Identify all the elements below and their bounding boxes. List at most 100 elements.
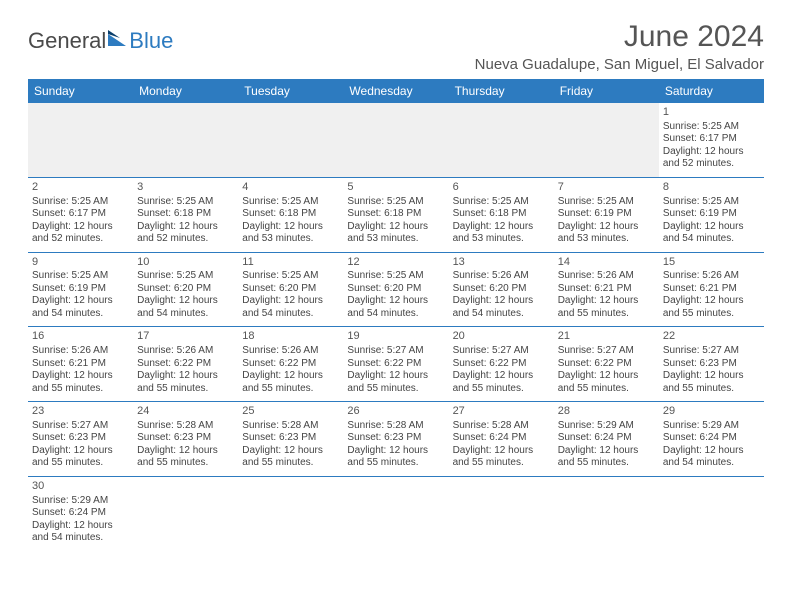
calendar-empty xyxy=(28,103,133,177)
daylight-line: Daylight: 12 hours and 52 minutes. xyxy=(137,221,234,246)
calendar-day: 30Sunrise: 5:29 AMSunset: 6:24 PMDayligh… xyxy=(28,476,133,550)
sunset-line: Sunset: 6:24 PM xyxy=(663,432,760,445)
daylight-line: Daylight: 12 hours and 55 minutes. xyxy=(347,445,444,470)
day-number: 11 xyxy=(242,256,339,270)
logo: GeneralBlue xyxy=(28,28,173,54)
calendar-day: 28Sunrise: 5:29 AMSunset: 6:24 PMDayligh… xyxy=(554,402,659,477)
sunrise-line: Sunrise: 5:27 AM xyxy=(453,345,550,358)
day-number: 23 xyxy=(32,405,129,419)
sunrise-line: Sunrise: 5:29 AM xyxy=(558,420,655,433)
day-number: 28 xyxy=(558,405,655,419)
daylight-line: Daylight: 12 hours and 54 minutes. xyxy=(663,221,760,246)
month-title: June 2024 xyxy=(475,20,764,54)
sunset-line: Sunset: 6:20 PM xyxy=(453,283,550,296)
day-number: 26 xyxy=(347,405,444,419)
daylight-line: Daylight: 12 hours and 55 minutes. xyxy=(558,295,655,320)
sunrise-line: Sunrise: 5:25 AM xyxy=(242,270,339,283)
calendar-empty xyxy=(554,476,659,550)
day-number: 29 xyxy=(663,405,760,419)
day-number: 19 xyxy=(347,330,444,344)
day-number: 6 xyxy=(453,181,550,195)
sunrise-line: Sunrise: 5:28 AM xyxy=(453,420,550,433)
sunrise-line: Sunrise: 5:27 AM xyxy=(347,345,444,358)
sunrise-line: Sunrise: 5:27 AM xyxy=(663,345,760,358)
sunset-line: Sunset: 6:18 PM xyxy=(453,208,550,221)
sunset-line: Sunset: 6:22 PM xyxy=(347,358,444,371)
sunrise-line: Sunrise: 5:27 AM xyxy=(558,345,655,358)
sunset-line: Sunset: 6:23 PM xyxy=(347,432,444,445)
day-number: 20 xyxy=(453,330,550,344)
title-block: June 2024 Nueva Guadalupe, San Miguel, E… xyxy=(475,20,764,73)
day-number: 21 xyxy=(558,330,655,344)
calendar-empty xyxy=(238,103,343,177)
daylight-line: Daylight: 12 hours and 53 minutes. xyxy=(242,221,339,246)
sunset-line: Sunset: 6:24 PM xyxy=(558,432,655,445)
sunrise-line: Sunrise: 5:25 AM xyxy=(663,196,760,209)
sunrise-line: Sunrise: 5:26 AM xyxy=(242,345,339,358)
day-number: 25 xyxy=(242,405,339,419)
daylight-line: Daylight: 12 hours and 55 minutes. xyxy=(242,370,339,395)
sunset-line: Sunset: 6:17 PM xyxy=(663,133,760,146)
day-number: 7 xyxy=(558,181,655,195)
daylight-line: Daylight: 12 hours and 55 minutes. xyxy=(137,370,234,395)
logo-text-1: General xyxy=(28,28,106,54)
day-number: 16 xyxy=(32,330,129,344)
calendar-empty xyxy=(343,103,448,177)
sunset-line: Sunset: 6:22 PM xyxy=(558,358,655,371)
sunset-line: Sunset: 6:23 PM xyxy=(137,432,234,445)
sunrise-line: Sunrise: 5:26 AM xyxy=(663,270,760,283)
day-number: 2 xyxy=(32,181,129,195)
calendar-row: 1Sunrise: 5:25 AMSunset: 6:17 PMDaylight… xyxy=(28,103,764,177)
day-number: 1 xyxy=(663,106,760,120)
sunset-line: Sunset: 6:20 PM xyxy=(242,283,339,296)
daylight-line: Daylight: 12 hours and 55 minutes. xyxy=(663,370,760,395)
calendar-row: 16Sunrise: 5:26 AMSunset: 6:21 PMDayligh… xyxy=(28,327,764,402)
sunset-line: Sunset: 6:19 PM xyxy=(558,208,655,221)
weekday-header: Tuesday xyxy=(238,79,343,103)
sunrise-line: Sunrise: 5:26 AM xyxy=(32,345,129,358)
weekday-header: Sunday xyxy=(28,79,133,103)
location: Nueva Guadalupe, San Miguel, El Salvador xyxy=(475,56,764,73)
sunset-line: Sunset: 6:18 PM xyxy=(137,208,234,221)
sunset-line: Sunset: 6:21 PM xyxy=(558,283,655,296)
sunset-line: Sunset: 6:19 PM xyxy=(663,208,760,221)
daylight-line: Daylight: 12 hours and 53 minutes. xyxy=(453,221,550,246)
sunrise-line: Sunrise: 5:29 AM xyxy=(32,495,129,508)
calendar-day: 5Sunrise: 5:25 AMSunset: 6:18 PMDaylight… xyxy=(343,177,448,252)
calendar-empty xyxy=(659,476,764,550)
calendar-empty xyxy=(554,103,659,177)
daylight-line: Daylight: 12 hours and 54 minutes. xyxy=(32,520,129,545)
calendar-day: 1Sunrise: 5:25 AMSunset: 6:17 PMDaylight… xyxy=(659,103,764,177)
calendar-day: 12Sunrise: 5:25 AMSunset: 6:20 PMDayligh… xyxy=(343,252,448,327)
day-number: 10 xyxy=(137,256,234,270)
sunset-line: Sunset: 6:21 PM xyxy=(663,283,760,296)
calendar-empty xyxy=(449,103,554,177)
calendar-day: 22Sunrise: 5:27 AMSunset: 6:23 PMDayligh… xyxy=(659,327,764,402)
daylight-line: Daylight: 12 hours and 55 minutes. xyxy=(242,445,339,470)
calendar-day: 19Sunrise: 5:27 AMSunset: 6:22 PMDayligh… xyxy=(343,327,448,402)
day-number: 18 xyxy=(242,330,339,344)
sunset-line: Sunset: 6:23 PM xyxy=(242,432,339,445)
daylight-line: Daylight: 12 hours and 55 minutes. xyxy=(347,370,444,395)
calendar-day: 3Sunrise: 5:25 AMSunset: 6:18 PMDaylight… xyxy=(133,177,238,252)
sunset-line: Sunset: 6:22 PM xyxy=(137,358,234,371)
day-number: 5 xyxy=(347,181,444,195)
sunrise-line: Sunrise: 5:26 AM xyxy=(137,345,234,358)
sunrise-line: Sunrise: 5:28 AM xyxy=(347,420,444,433)
day-number: 12 xyxy=(347,256,444,270)
calendar-day: 27Sunrise: 5:28 AMSunset: 6:24 PMDayligh… xyxy=(449,402,554,477)
sunrise-line: Sunrise: 5:26 AM xyxy=(558,270,655,283)
day-number: 14 xyxy=(558,256,655,270)
daylight-line: Daylight: 12 hours and 52 minutes. xyxy=(663,146,760,171)
sunrise-line: Sunrise: 5:25 AM xyxy=(137,270,234,283)
calendar-day: 24Sunrise: 5:28 AMSunset: 6:23 PMDayligh… xyxy=(133,402,238,477)
calendar-day: 18Sunrise: 5:26 AMSunset: 6:22 PMDayligh… xyxy=(238,327,343,402)
calendar-day: 4Sunrise: 5:25 AMSunset: 6:18 PMDaylight… xyxy=(238,177,343,252)
day-number: 27 xyxy=(453,405,550,419)
daylight-line: Daylight: 12 hours and 55 minutes. xyxy=(32,445,129,470)
sunrise-line: Sunrise: 5:25 AM xyxy=(453,196,550,209)
daylight-line: Daylight: 12 hours and 54 minutes. xyxy=(453,295,550,320)
calendar-day: 29Sunrise: 5:29 AMSunset: 6:24 PMDayligh… xyxy=(659,402,764,477)
calendar-table: SundayMondayTuesdayWednesdayThursdayFrid… xyxy=(28,79,764,551)
daylight-line: Daylight: 12 hours and 55 minutes. xyxy=(558,370,655,395)
